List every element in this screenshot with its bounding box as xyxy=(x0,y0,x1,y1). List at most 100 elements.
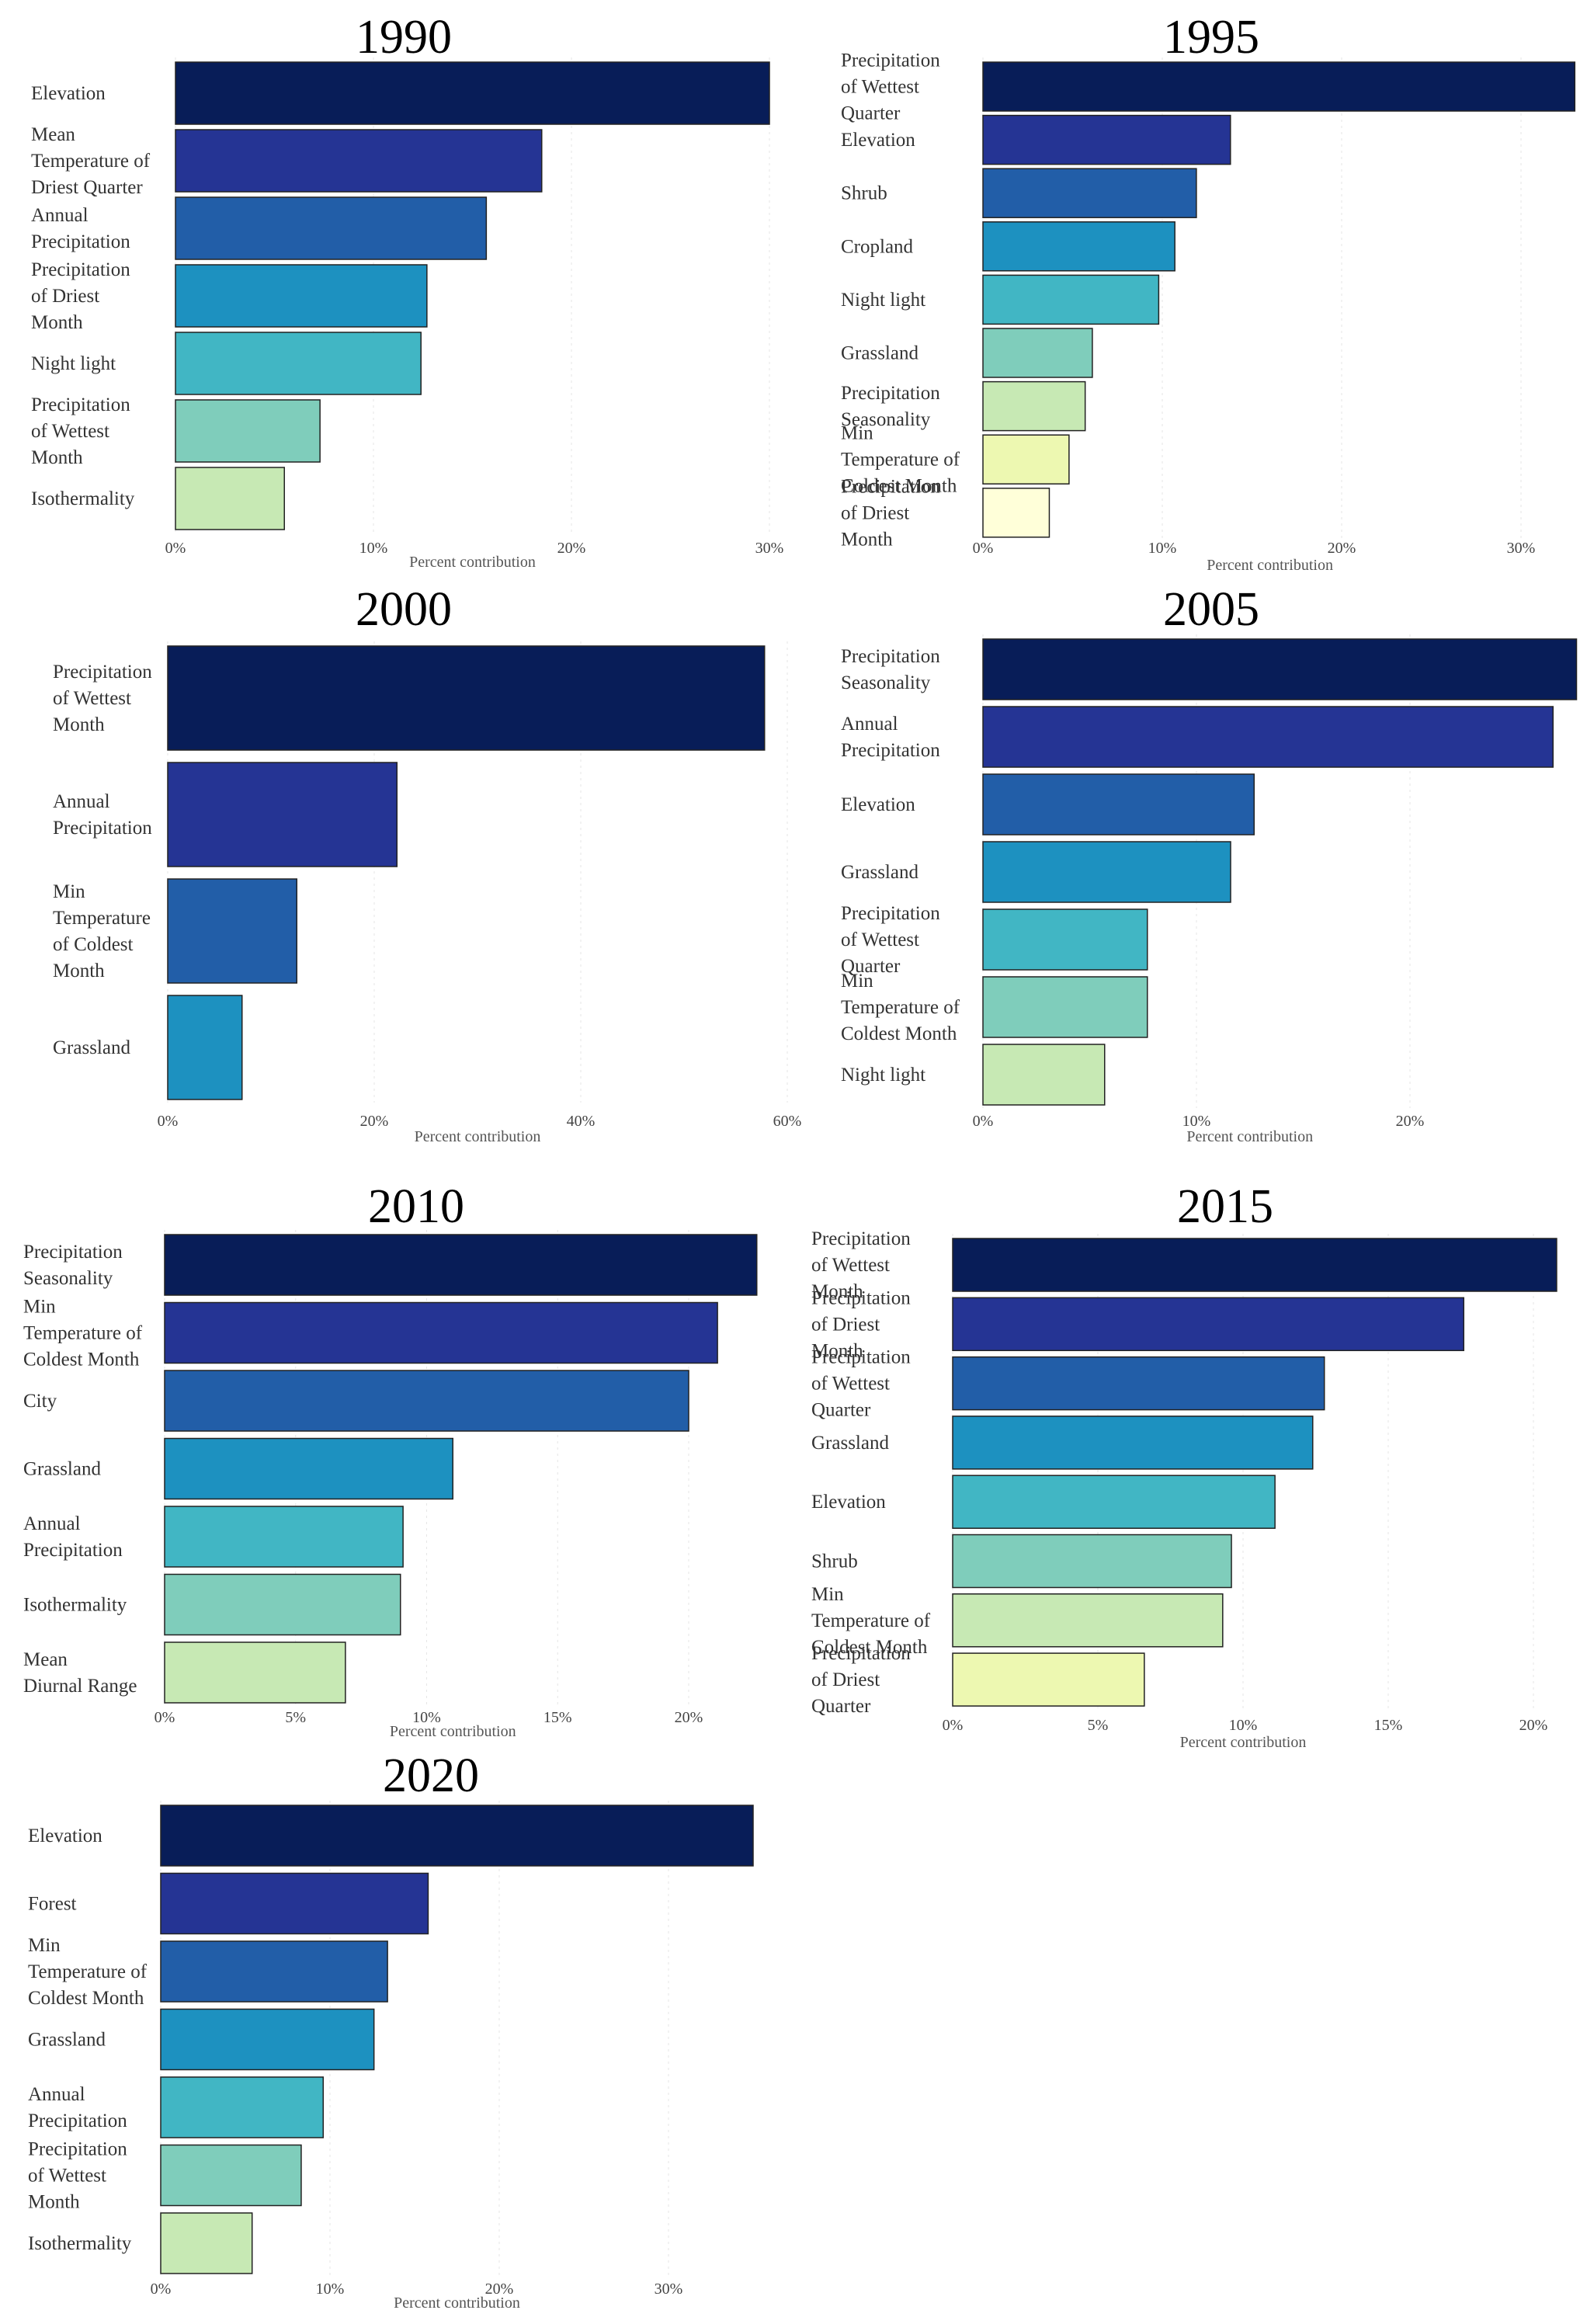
bar-2005-2 xyxy=(982,706,1554,768)
category-label: Precipitation of Driest Month xyxy=(811,1287,911,1361)
x-tick-label: 40% xyxy=(567,1113,596,1130)
bar-1990-7 xyxy=(175,467,285,530)
bar-2020-4 xyxy=(160,2008,375,2071)
category-label: Elevation xyxy=(31,83,106,104)
chart-panel-1995: Precipitation of Wettest Quarter Elevation S… xyxy=(841,11,1576,574)
bar-2015-3 xyxy=(952,1356,1325,1411)
x-axis-title: Percent contribution xyxy=(415,1128,541,1145)
bar-2010-7 xyxy=(164,1641,346,1704)
chart-panel-2010: Precipitation Seasonality Min Temperature o… xyxy=(23,1180,758,1740)
category-label: Shrub xyxy=(811,1551,858,1572)
category-label: Grassland xyxy=(23,1459,101,1480)
category-label: Annual Precipitation xyxy=(841,714,940,761)
panel-title: 2005 xyxy=(1163,583,1259,636)
bar-1995-7 xyxy=(982,380,1086,432)
bar-2000-2 xyxy=(167,762,398,867)
bar-2020-2 xyxy=(160,1872,429,1935)
bar-2010-1 xyxy=(164,1234,758,1296)
bar-2015-2 xyxy=(952,1297,1464,1352)
category-label: Elevation xyxy=(811,1492,886,1513)
category-label: Precipitation of Driest Month xyxy=(31,259,130,333)
category-label: Grassland xyxy=(841,343,919,364)
category-label: Annual Precipitation xyxy=(53,791,152,839)
category-label: Grassland xyxy=(53,1037,130,1058)
bar-2010-3 xyxy=(164,1370,689,1432)
x-tick-label: 20% xyxy=(1328,540,1356,557)
panel-title: 2015 xyxy=(1177,1180,1273,1233)
category-label: Isothermality xyxy=(23,1595,127,1616)
bar-2020-3 xyxy=(160,1940,388,2003)
chart-panel-2015: Precipitation of Wettest MonthPrecipitatio… xyxy=(811,1180,1557,1751)
category-label: Night light xyxy=(841,290,925,311)
category-label: Precipitation Seasonality xyxy=(841,383,940,430)
category-label: Min Temperature of Coldest Month xyxy=(53,881,151,981)
chart-panel-1990: Elevation Mean Temperature of Driest Quarte… xyxy=(31,11,783,571)
x-tick-label: 0% xyxy=(973,1113,994,1130)
category-label: Cropland xyxy=(841,236,914,257)
category-label: Annual Precipitation xyxy=(28,2084,127,2131)
category-label: Grassland xyxy=(28,2030,106,2051)
bar-1990-1 xyxy=(175,61,770,125)
category-label: Mean Diurnal Range xyxy=(23,1649,137,1697)
x-tick-label: 30% xyxy=(655,2281,683,2298)
category-label: Precipitation of Wettest Quarter xyxy=(841,903,940,977)
bar-1995-2 xyxy=(982,114,1231,165)
bar-2010-5 xyxy=(164,1506,404,1568)
bar-2000-1 xyxy=(167,645,766,751)
bar-1990-5 xyxy=(175,332,422,395)
bar-1995-3 xyxy=(982,168,1197,218)
bar-2020-6 xyxy=(160,2144,302,2207)
category-label: Precipitation Seasonality xyxy=(23,1242,123,1289)
panel-title: 2000 xyxy=(356,583,452,636)
bar-2005-1 xyxy=(982,638,1578,700)
category-label: Min Temperature of Coldest Month xyxy=(28,1935,148,2009)
x-tick-label: 0% xyxy=(973,540,994,557)
x-tick-label: 30% xyxy=(755,540,784,557)
category-label: Night light xyxy=(841,1065,925,1086)
category-label: Mean Temperature of Driest Quarter xyxy=(31,124,151,198)
category-label: Precipitation of Wettest Quarter xyxy=(841,50,940,124)
bar-2005-4 xyxy=(982,841,1231,903)
category-label: City xyxy=(23,1391,57,1412)
category-label: Grassland xyxy=(841,862,919,883)
category-label: Min Temperature of Coldest Month xyxy=(811,1584,931,1658)
bar-2010-4 xyxy=(164,1437,453,1500)
category-label: Elevation xyxy=(841,130,915,151)
category-label: Grassland xyxy=(811,1433,889,1454)
bar-1990-4 xyxy=(175,264,428,328)
x-tick-label: 20% xyxy=(1519,1717,1548,1734)
category-label: Precipitation of Wettest Month xyxy=(28,2139,127,2213)
x-tick-label: 0% xyxy=(151,2281,172,2298)
bar-2015-7 xyxy=(952,1593,1224,1648)
category-label: Precipitation of Driest Quarter xyxy=(811,1643,911,1717)
x-tick-label: 20% xyxy=(1396,1113,1425,1130)
category-label: Elevation xyxy=(841,794,915,815)
x-tick-label: 5% xyxy=(1088,1717,1109,1734)
x-tick-label: 10% xyxy=(1182,1113,1211,1130)
bar-1995-9 xyxy=(982,488,1050,538)
bar-2010-6 xyxy=(164,1573,401,1636)
x-tick-label: 20% xyxy=(675,1709,703,1726)
category-label: Min Temperature of Coldest Month xyxy=(23,1297,143,1370)
x-tick-label: 10% xyxy=(1148,540,1177,557)
bar-1990-2 xyxy=(175,129,543,193)
x-tick-label: 20% xyxy=(557,540,586,557)
x-tick-label: 5% xyxy=(285,1709,306,1726)
x-axis-title: Percent contribution xyxy=(394,2294,520,2312)
x-tick-label: 10% xyxy=(359,540,388,557)
x-tick-label: 0% xyxy=(158,1113,179,1130)
category-label: Min Temperature of Coldest Month xyxy=(841,971,960,1044)
category-label: Precipitation of Wettest Month xyxy=(811,1228,911,1302)
bar-2005-5 xyxy=(982,908,1148,971)
x-tick-label: 0% xyxy=(155,1709,175,1726)
bar-2000-4 xyxy=(167,995,243,1100)
chart-panel-2005: Precipitation Seasonality Annual Precipitat… xyxy=(841,583,1578,1145)
bar-2005-6 xyxy=(982,976,1148,1038)
panel-title: 1995 xyxy=(1163,11,1259,64)
bar-2020-1 xyxy=(160,1805,754,1867)
x-tick-label: 20% xyxy=(485,2281,514,2298)
bar-2015-8 xyxy=(952,1652,1145,1707)
category-label: Precipitation of Wettest Month xyxy=(31,394,130,468)
category-label: Annual Precipitation xyxy=(23,1513,123,1561)
